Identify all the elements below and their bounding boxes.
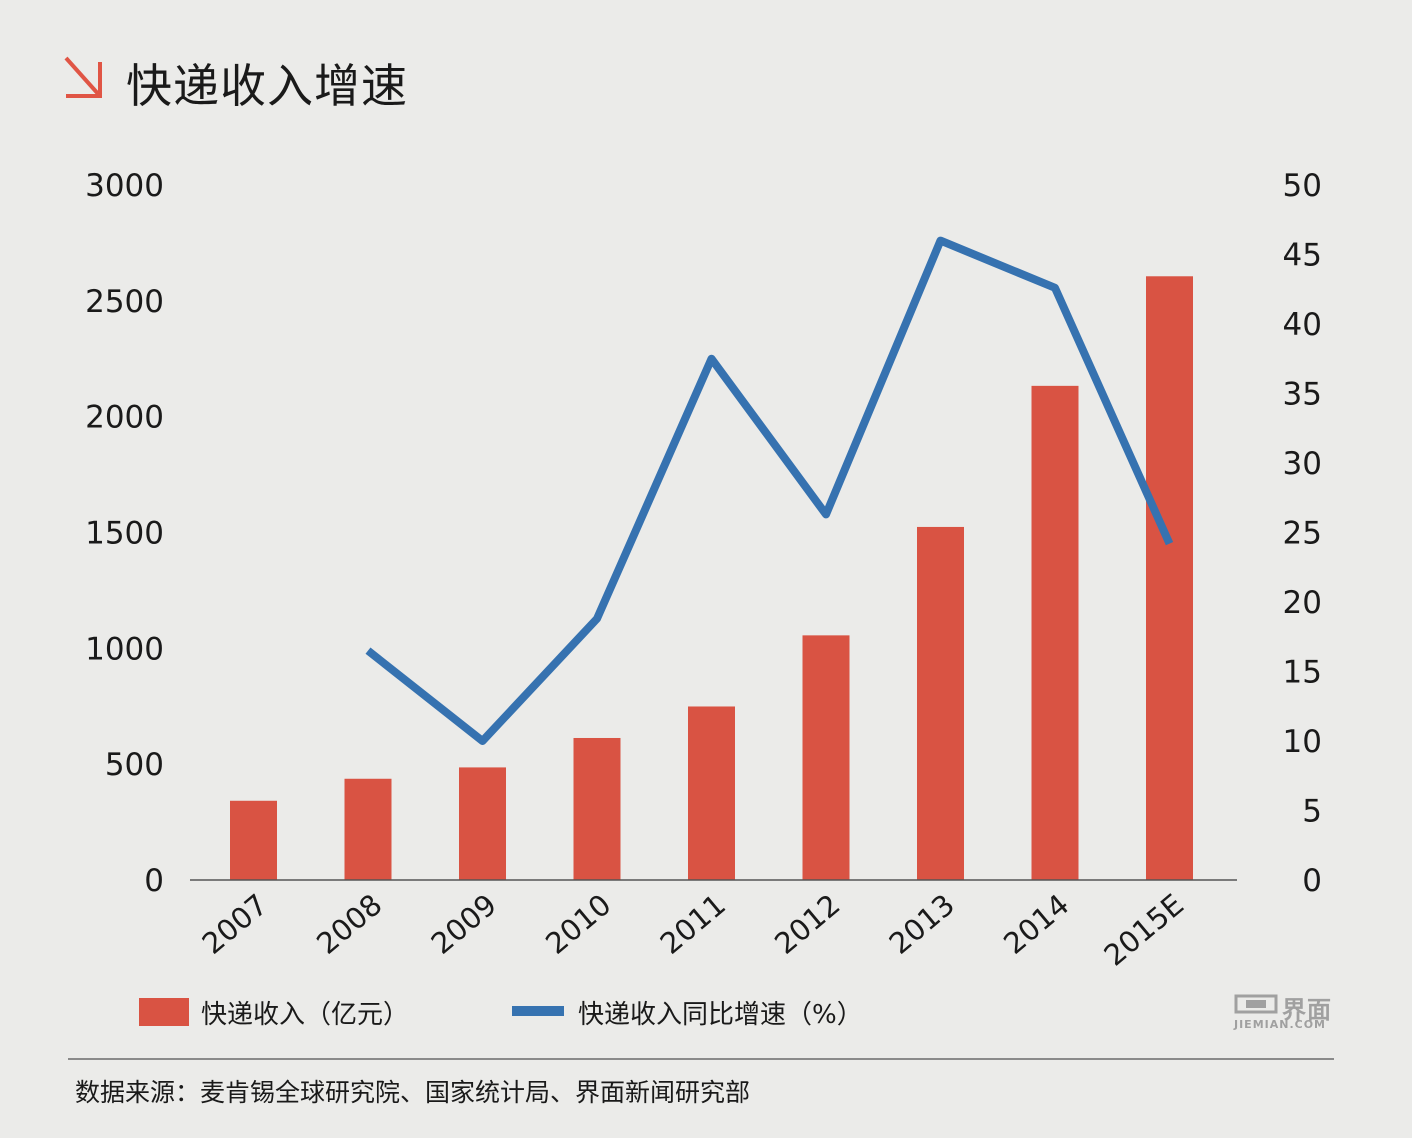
x-axis-tick-label: 2010	[539, 887, 617, 960]
legend-line-label: 快递收入同比增速（%）	[578, 1000, 863, 1030]
x-axis-tick-label: 2011	[654, 887, 732, 960]
left-axis-tick-label: 1500	[85, 516, 164, 552]
left-axis-tick-label: 500	[105, 747, 164, 783]
right-axis-tick-label: 30	[1283, 446, 1322, 482]
x-axis-tick-label: 2013	[883, 887, 961, 960]
right-axis-tick-label: 25	[1283, 516, 1322, 552]
bar-2015E	[1146, 276, 1193, 880]
left-axis-tick-label: 2500	[85, 284, 164, 320]
right-axis-tick-label: 35	[1283, 377, 1322, 413]
bar-2010	[573, 737, 621, 880]
x-axis-tick-label: 2009	[425, 887, 503, 960]
right-axis-tick-label: 10	[1283, 724, 1322, 760]
x-axis-tick-label: 2008	[310, 887, 388, 960]
right-axis-tick-label: 40	[1283, 307, 1322, 343]
x-axis-tick-label: 2015E	[1098, 887, 1190, 972]
jiemian-logo: 界面 JIEMIAN.COM	[1234, 990, 1334, 1034]
logo-text-en: JIEMIAN.COM	[1234, 1018, 1327, 1031]
right-axis-tick-label: 20	[1283, 585, 1322, 621]
x-axis-tick-label: 2007	[196, 887, 274, 960]
footer-divider	[68, 1058, 1334, 1060]
x-axis-tick-label: 2012	[768, 887, 846, 960]
right-axis-tick-label: 15	[1283, 655, 1322, 691]
legend-bar-label: 快递收入（亿元）	[201, 1000, 410, 1030]
bar-2009	[459, 767, 506, 880]
left-axis-tick-label: 2000	[85, 400, 164, 436]
left-axis-tick-label: 1000	[85, 631, 164, 667]
growth-rate-line	[365, 236, 1174, 745]
right-axis-tick-label: 45	[1283, 238, 1322, 274]
legend-line-swatch	[512, 1006, 564, 1016]
chart-title: 快递收入增速	[126, 59, 408, 113]
x-axis-tick-label: 2014	[997, 887, 1075, 960]
bar-2013	[917, 526, 964, 880]
legend-bar-swatch	[139, 998, 189, 1026]
bar-2011	[688, 706, 735, 880]
left-axis-tick-label: 0	[144, 863, 164, 899]
bar-2014	[1031, 385, 1079, 880]
right-axis-tick-label: 50	[1283, 168, 1322, 204]
data-source: 数据来源：麦肯锡全球研究院、国家统计局、界面新闻研究部	[75, 1078, 751, 1107]
bar-2007	[230, 800, 277, 880]
logo-text-cn: 界面	[1282, 996, 1332, 1024]
bar-2008	[344, 778, 392, 880]
logo-window-icon	[1234, 994, 1278, 1014]
left-axis-tick-label: 3000	[85, 168, 164, 204]
right-axis-tick-label: 5	[1302, 794, 1322, 830]
bar-2012	[802, 635, 850, 880]
right-axis-tick-label: 0	[1302, 863, 1322, 899]
arrow-down-right-icon	[64, 56, 102, 98]
